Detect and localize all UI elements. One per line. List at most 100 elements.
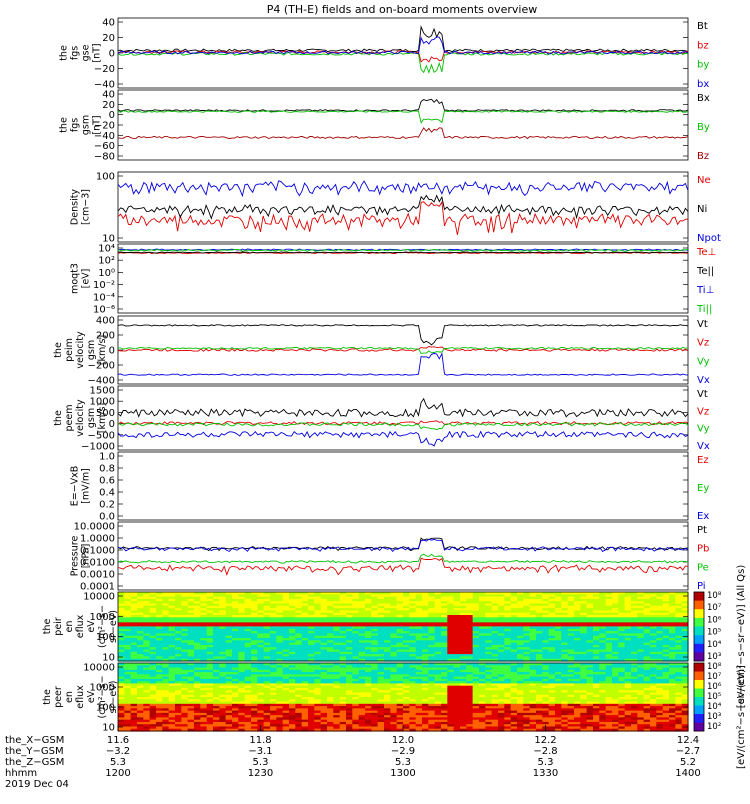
y-axis-label-line: fgs (70, 118, 81, 132)
y-axis-label: thepeemvelocitygsm[km/s] (53, 399, 108, 437)
legend-entry: By (697, 122, 710, 133)
chart-title: P4 (TH-E) fields and on-board moments ov… (267, 3, 538, 16)
legend-entry: Vz (697, 338, 709, 349)
legend-entry: Pt (697, 525, 707, 536)
y-axis-label-line: [cm−3] (81, 189, 92, 225)
series-vt (118, 399, 688, 417)
panel-frame (118, 90, 688, 160)
y-axis-label-line: [nT] (92, 43, 103, 62)
panel-frame (118, 522, 688, 590)
panel-frame (118, 386, 688, 450)
legend-entry: Vz (697, 406, 709, 417)
legend-entry: Ni (697, 204, 707, 215)
y-axis-label-line: [nT] (92, 115, 103, 134)
y-axis-label-line: velocity (75, 331, 86, 369)
panel-frame (118, 244, 688, 313)
legend-entry: Bt (697, 21, 708, 32)
legend-entry: Bz (697, 151, 709, 162)
legend-entry: Npot (697, 233, 721, 244)
y-axis-label: thepeirenefluxeV(cm²−s−sr−eV) (42, 605, 119, 648)
y-tick-label: 40 (102, 18, 115, 29)
series-by (118, 53, 688, 73)
y-axis-label-line: [mV/m] (81, 468, 92, 504)
legend-entry: Ez (697, 455, 709, 466)
y-axis-label-line: moqt3 (70, 263, 81, 294)
legend-entry: Vy (697, 356, 710, 367)
series-vt (118, 325, 688, 345)
legend-entry: Vt (697, 319, 708, 330)
y-axis-label-line: [km/s] (97, 335, 108, 365)
legend-entry: Ti|| (696, 304, 712, 315)
colorbar-segment (694, 592, 704, 601)
y-axis-label: thefgsgse[nT] (59, 43, 103, 62)
colorbar-segment (694, 618, 704, 627)
y-tick-label: 0.4 (99, 488, 115, 499)
panel-pressure: 10.00001.00000.10000.01000.00100.0001Pre… (70, 522, 710, 593)
y-axis-label-line: the (59, 117, 70, 133)
y-axis-label: E=−VxB[mV/m] (70, 466, 92, 507)
y-tick-label: 0 (109, 419, 115, 430)
legend-entry: Vx (697, 375, 710, 386)
legend-entry: Ne (697, 175, 711, 186)
panel-peim-velocity: 4002000−200−400thepeimvelocitygsm[km/s]V… (53, 316, 710, 387)
y-tick-label: 0 (109, 49, 115, 60)
colorbar-segment (694, 627, 704, 636)
panel-peem-velocity: 150010005000−500−1000thepeemvelocitygsm[… (53, 386, 710, 453)
y-tick-label: 0.8 (99, 464, 115, 475)
y-tick-label: 10⁻² (93, 280, 115, 291)
y-axis-label-line: [nPa] (81, 544, 92, 569)
y-tick-label: 10000 (83, 592, 115, 603)
y-axis-label: thefgsgsm[nT] (59, 115, 103, 135)
y-tick-label: 0 (109, 346, 115, 357)
series-vx (118, 353, 688, 375)
legend-entry: bx (697, 79, 709, 90)
y-tick-label: 20 (102, 33, 115, 44)
y-axis-label-line: (cm²−s− (97, 605, 108, 648)
colorbar-segment (694, 652, 704, 661)
colorbar-segment (694, 635, 704, 644)
y-tick-label: 0.2 (99, 500, 115, 511)
y-tick-label: 10⁻⁶ (93, 305, 115, 316)
y-tick-label: 100 (96, 172, 115, 183)
colorbar-label: 10³ (707, 652, 721, 662)
y-axis-label-line: [km/s] (97, 403, 108, 433)
y-tick-label: 10.0000 (74, 522, 115, 533)
colorbar-segment (694, 609, 704, 618)
colorbar-segment (694, 601, 704, 610)
y-axis-label-line: E=−VxB (70, 466, 81, 507)
legend-entry: bz (697, 40, 709, 51)
y-axis-label-line: en (64, 621, 75, 633)
y-tick-label: 0.6 (99, 476, 115, 487)
panel-frame (118, 452, 688, 520)
colorbar-label: 10⁸ (707, 591, 722, 601)
y-axis-label-line: the (53, 410, 64, 426)
series-npot (118, 181, 688, 196)
series-bz (118, 128, 688, 139)
legend-entry: Vx (697, 441, 710, 452)
y-axis-label-line: the (42, 619, 53, 635)
legend-entry: Vy (697, 424, 710, 435)
y-axis-label-line: gsm (86, 340, 97, 360)
y-axis-label-line: Density (70, 189, 81, 225)
series-bx (118, 99, 688, 111)
legend-entry: by (697, 60, 709, 71)
legend-entry: Ey (697, 483, 709, 494)
y-axis-label-line: peem (64, 405, 75, 432)
y-axis-label: moqt3[eV] (70, 263, 92, 294)
y-axis-label-line: gsm (86, 408, 97, 428)
y-axis-label-line: sr−eV) (108, 610, 119, 643)
y-tick-label: 1.0000 (80, 534, 115, 545)
colorbar-label: 10⁵ (707, 628, 721, 638)
y-axis-label-line: peir (53, 617, 64, 636)
y-axis-label-line: gse (81, 44, 92, 61)
y-tick-label: 10² (98, 256, 115, 267)
y-axis-label-line: peim (64, 338, 75, 362)
y-tick-label: −80 (94, 152, 115, 163)
legend-entry: Pi (697, 581, 706, 592)
y-axis-label: thepeimvelocitygsm[km/s] (53, 331, 108, 369)
